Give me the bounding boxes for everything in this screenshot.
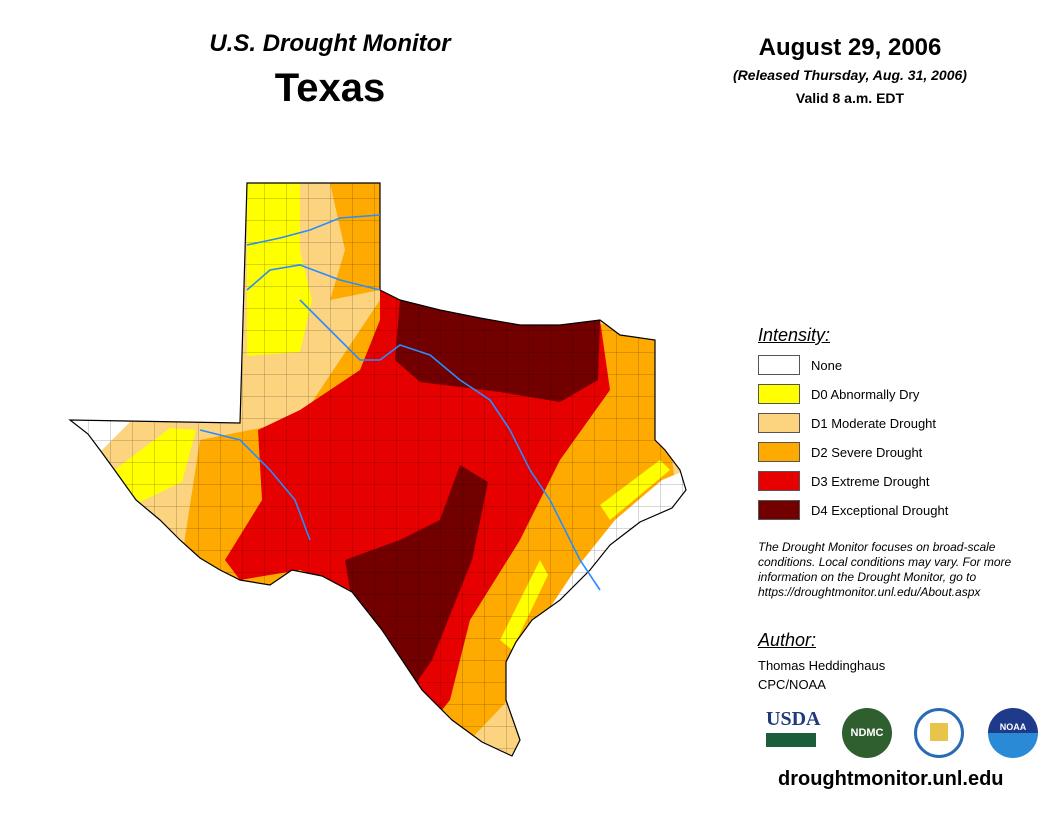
legend-swatch bbox=[758, 413, 800, 433]
map-date: August 29, 2006 bbox=[758, 34, 942, 61]
legend-label: D1 Moderate Drought bbox=[811, 415, 937, 431]
legend-item-d0: D0 Abnormally Dry bbox=[758, 384, 919, 404]
author-name: Thomas Heddinghaus bbox=[758, 658, 886, 673]
rivers bbox=[199, 214, 601, 591]
author-info: Thomas Heddinghaus CPC/NOAA bbox=[758, 656, 885, 694]
ndmc-logo: NDMC bbox=[842, 708, 892, 758]
author-heading: Author: bbox=[758, 630, 817, 650]
release-date: (Released Thursday, Aug. 31, 2006) bbox=[733, 67, 967, 83]
legend-label: D0 Abnormally Dry bbox=[811, 386, 920, 402]
legend-swatch bbox=[758, 384, 800, 404]
legend-item-d4: D4 Exceptional Drought bbox=[758, 500, 948, 520]
legend-label: D3 Extreme Drought bbox=[811, 473, 930, 489]
usda-logo-text: USDA bbox=[766, 708, 821, 730]
legend-label: D4 Exceptional Drought bbox=[811, 502, 949, 518]
legend-item-d1: D1 Moderate Drought bbox=[758, 413, 936, 433]
footer-url[interactable]: droughtmonitor.unl.edu bbox=[778, 768, 1004, 790]
legend-swatch bbox=[758, 442, 800, 462]
commerce-seal-logo bbox=[914, 708, 964, 758]
legend-item-none: None bbox=[758, 355, 842, 375]
legend-swatch bbox=[758, 500, 800, 520]
legend-swatch bbox=[758, 471, 800, 491]
usda-logo: USDA bbox=[766, 708, 821, 758]
legend-label: D2 Severe Drought bbox=[811, 444, 923, 460]
legend-swatch bbox=[758, 355, 800, 375]
legend-heading: Intensity: bbox=[758, 325, 831, 345]
legend-label: None bbox=[811, 357, 843, 373]
legend-item-d2: D2 Severe Drought bbox=[758, 442, 922, 462]
map-title: U.S. Drought Monitor bbox=[209, 30, 451, 57]
author-org: CPC/NOAA bbox=[758, 677, 826, 692]
noaa-logo: NOAA bbox=[988, 708, 1038, 758]
valid-time: Valid 8 a.m. EDT bbox=[795, 90, 905, 106]
state-name: Texas bbox=[274, 66, 386, 110]
disclaimer-note: The Drought Monitor focuses on broad-sca… bbox=[758, 540, 1012, 599]
legend-item-d3: D3 Extreme Drought bbox=[758, 471, 930, 491]
